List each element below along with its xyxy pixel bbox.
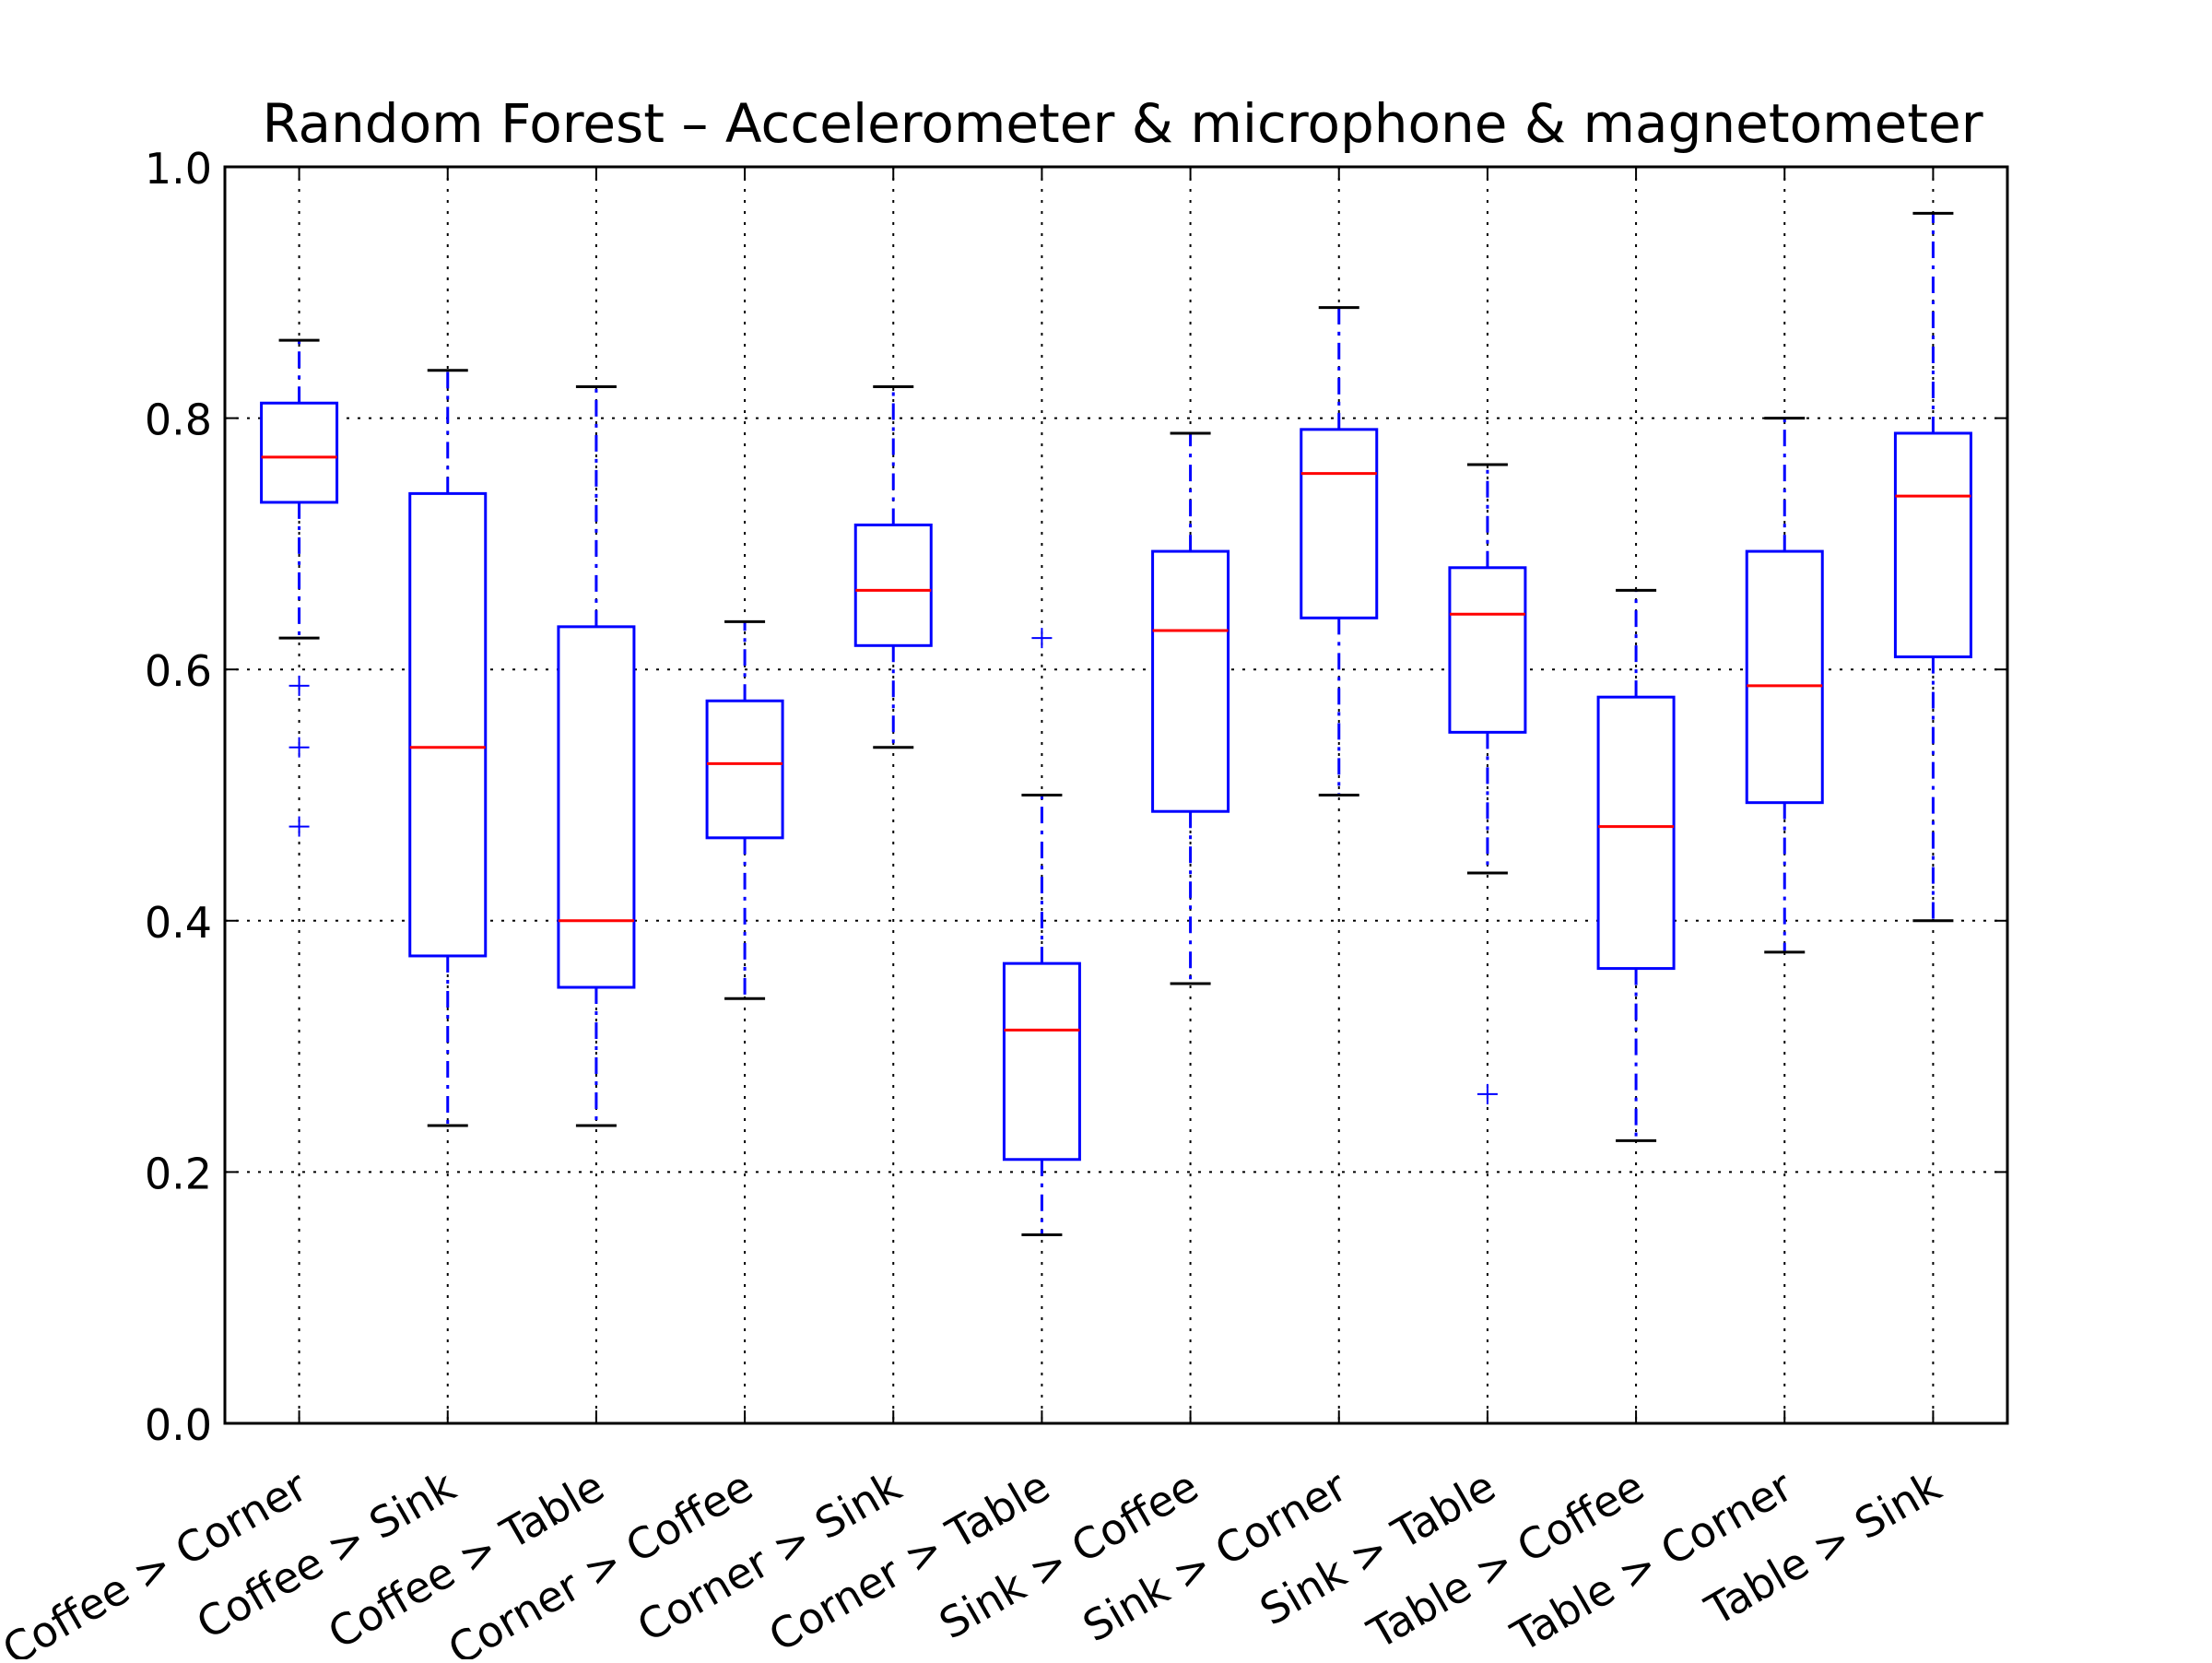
y-tick-label: 0.8 (145, 395, 212, 445)
y-tick-label: 0.0 (145, 1400, 212, 1450)
plot-area-frame (223, 165, 2009, 1425)
box-iqr (1745, 549, 1824, 805)
box-group (1448, 463, 1527, 1104)
box-group (853, 385, 933, 749)
grid-layer (225, 166, 2007, 1424)
box-iqr (1151, 549, 1230, 813)
box-iqr (1893, 431, 1972, 659)
outlier-marker (288, 816, 310, 837)
box-group (1002, 628, 1081, 1237)
box-group (1745, 417, 1824, 954)
box-group (1893, 211, 1972, 923)
y-tick-label: 1.0 (145, 144, 212, 194)
box-iqr (408, 491, 488, 958)
y-tick-label: 0.4 (145, 898, 212, 948)
box-group (408, 369, 488, 1127)
y-tick-label: 0.2 (145, 1149, 212, 1198)
box-group (1596, 588, 1676, 1142)
outlier-marker (1477, 1083, 1498, 1104)
box-iqr (1300, 428, 1379, 619)
box-group (260, 338, 339, 837)
box-iqr (853, 523, 933, 647)
x-tick-label: Sink > Coffee (931, 1461, 1206, 1649)
box-group (1300, 306, 1379, 796)
box-group (705, 619, 784, 1000)
box-iqr (705, 699, 784, 840)
box-iqr (1448, 566, 1527, 734)
box-iqr (260, 401, 339, 504)
box-layer (260, 211, 1972, 1237)
box-group (557, 385, 636, 1127)
outlier-marker (288, 675, 310, 696)
box-group (1151, 431, 1230, 985)
tick-layer (225, 166, 2007, 1424)
outlier-marker (1031, 628, 1053, 649)
y-tick-label: 0.6 (145, 646, 212, 696)
box-iqr (1002, 961, 1081, 1162)
box-iqr (557, 625, 636, 989)
box-iqr (1596, 695, 1676, 971)
outlier-marker (288, 737, 310, 758)
chart-title: Random Forest – Accelerometer & micropho… (262, 92, 1983, 155)
